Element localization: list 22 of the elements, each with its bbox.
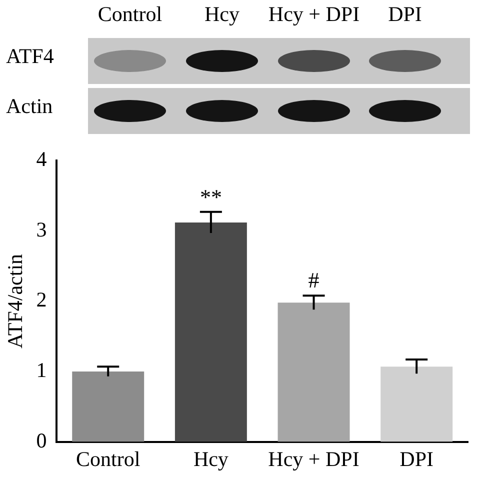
annotation: # <box>308 268 320 293</box>
y-tick-label: 4 <box>36 147 48 172</box>
text: Hcy <box>204 2 240 27</box>
text: DPI <box>388 2 422 27</box>
y-tick-label: 1 <box>36 358 47 382</box>
text: ATF4 <box>6 44 54 69</box>
x-tick-label: Control <box>76 446 140 471</box>
x-tick-label: Hcy + DPI <box>268 446 360 471</box>
text: Control <box>98 2 162 27</box>
bar <box>380 366 453 442</box>
bar <box>278 302 350 442</box>
y-tick-label: 2 <box>36 288 47 312</box>
bar <box>72 372 144 442</box>
y-axis-title: ATF4/actin <box>3 253 28 348</box>
text: Hcy + DPI <box>268 2 360 27</box>
annotation: ** <box>200 184 222 210</box>
x-tick-label: DPI <box>400 446 434 471</box>
bar <box>174 222 247 442</box>
y-tick-label: 3 <box>36 217 47 242</box>
x-tick-label: Hcy <box>193 446 229 471</box>
y-tick-label: 0 <box>36 428 47 452</box>
text: Actin <box>6 94 53 119</box>
